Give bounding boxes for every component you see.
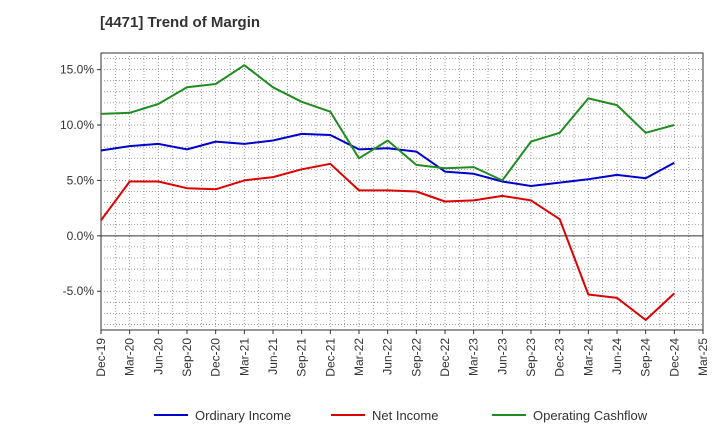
series-line — [100, 64, 675, 182]
x-tick-label: Sep-21 — [295, 338, 309, 377]
x-tick-label: Mar-21 — [237, 338, 251, 376]
series-line — [100, 132, 675, 187]
y-tick-label: -5.0% — [63, 284, 95, 298]
x-tick-label: Mar-23 — [467, 338, 481, 376]
chart-title: [4471] Trend of Margin — [100, 14, 261, 31]
x-tick-label: Mar-24 — [581, 338, 595, 376]
x-tick-label: Jun-21 — [266, 338, 280, 375]
x-tick-label: Sep-20 — [180, 338, 194, 377]
x-tick-label: Sep-22 — [409, 338, 423, 377]
x-tick-label: Jun-24 — [610, 338, 624, 375]
legend-layer: Ordinary Income Net Income Operating Cashf… — [154, 408, 648, 423]
x-tick-label: Jun-22 — [381, 338, 395, 375]
legend-label: Ordinary Income — [195, 408, 291, 423]
y-tick-label: 10.0% — [60, 118, 94, 132]
x-tick-label: Mar-25 — [696, 338, 710, 376]
x-tick-label: Jun-23 — [495, 338, 509, 375]
x-tick-label: Sep-24 — [639, 338, 653, 377]
y-tick-label: 0.0% — [67, 229, 95, 243]
x-tick-label: Dec-19 — [94, 338, 108, 377]
x-tick-label: Jun-20 — [151, 338, 165, 375]
series-line — [100, 162, 675, 321]
y-tick-label: 15.0% — [60, 63, 94, 77]
x-tick-label: Dec-22 — [438, 338, 452, 377]
x-tick-label: Sep-23 — [524, 338, 538, 377]
x-tick-label: Dec-24 — [667, 338, 681, 377]
legend-label: Operating Cashflow — [533, 408, 648, 423]
series-layer — [100, 64, 675, 321]
x-tick-label: Dec-23 — [553, 338, 567, 377]
x-tick-label: Dec-21 — [323, 338, 337, 377]
axis-layer: -5.0% 0.0% 5.0% 10.0% 15.0% Dec-19 Mar-20 Jun-2… — [60, 63, 710, 377]
x-tick-label: Mar-20 — [123, 338, 137, 376]
y-tick-label: 5.0% — [67, 173, 95, 187]
legend-label: Net Income — [372, 408, 438, 423]
x-tick-label: Mar-22 — [352, 338, 366, 376]
x-tick-label: Dec-20 — [209, 338, 223, 377]
